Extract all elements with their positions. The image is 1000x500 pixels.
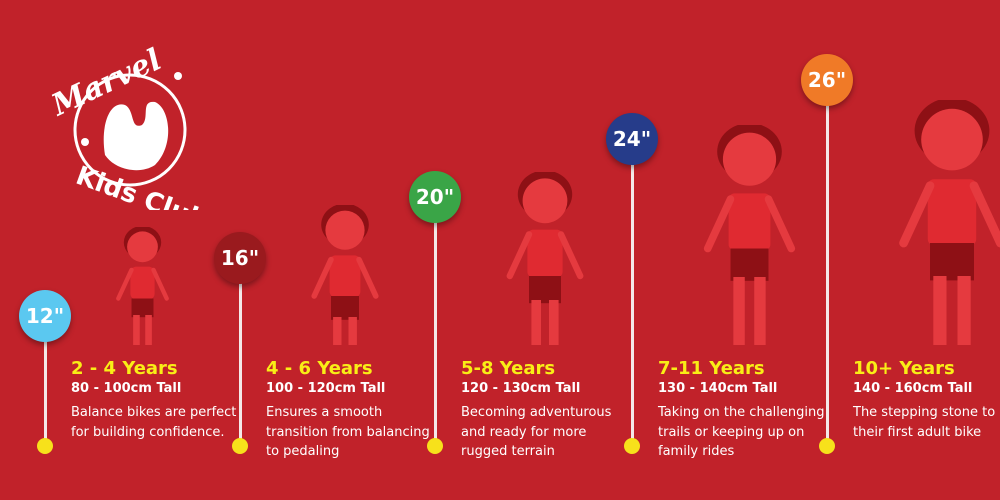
height-range: 100 - 120cm Tall	[266, 381, 386, 396]
child-silhouette	[311, 205, 379, 345]
timeline-dot	[37, 438, 53, 454]
timeline-line	[44, 316, 47, 446]
timeline-dot	[232, 438, 248, 454]
child-silhouette	[116, 227, 169, 345]
timeline-dot	[819, 438, 835, 454]
timeline-line	[826, 80, 829, 446]
wheel-size-badge: 24"	[606, 113, 658, 165]
stage-info: 7-11 Years 130 - 140cm Tall Taking on th…	[658, 358, 828, 462]
child-silhouette	[506, 172, 584, 345]
child-silhouette	[899, 100, 1000, 345]
height-range: 130 - 140cm Tall	[658, 381, 778, 396]
age-range: 7-11 Years	[658, 358, 765, 379]
wheel-size-badge: 16"	[214, 232, 266, 284]
height-range: 120 - 130cm Tall	[461, 381, 581, 396]
wheel-size-badge: 20"	[409, 171, 461, 223]
stage-info: 2 - 4 Years 80 - 100cm Tall Balance bike…	[71, 358, 241, 442]
timeline-line	[239, 258, 242, 446]
timeline-line	[631, 139, 634, 446]
child-silhouette	[703, 125, 796, 345]
height-range: 80 - 100cm Tall	[71, 381, 182, 396]
wheel-size-badge: 26"	[801, 54, 853, 106]
stage-info: 5-8 Years 120 - 130cm Tall Becoming adve…	[461, 358, 631, 462]
wheel-size-badge: 12"	[19, 290, 71, 342]
age-range: 10+ Years	[853, 358, 955, 379]
marvel-kids-club-logo: Marvel Kids Club	[46, 42, 211, 210]
stage-description: Becoming adventurous and ready for more …	[461, 405, 612, 459]
age-range: 4 - 6 Years	[266, 358, 373, 379]
age-range: 2 - 4 Years	[71, 358, 178, 379]
stage-description: The stepping stone to their first adult …	[853, 405, 996, 440]
stage-description: Taking on the challenging trails or keep…	[658, 405, 825, 459]
timeline-line	[434, 197, 437, 446]
height-range: 140 - 160cm Tall	[853, 381, 973, 396]
stage-description: Ensures a smooth transition from balanci…	[266, 405, 430, 459]
timeline-dot	[624, 438, 640, 454]
stage-info: 10+ Years 140 - 160cm Tall The stepping …	[853, 358, 1000, 442]
timeline-dot	[427, 438, 443, 454]
stage-info: 4 - 6 Years 100 - 120cm Tall Ensures a s…	[266, 358, 436, 462]
age-range: 5-8 Years	[461, 358, 556, 379]
stage-description: Balance bikes are perfect for building c…	[71, 405, 237, 440]
